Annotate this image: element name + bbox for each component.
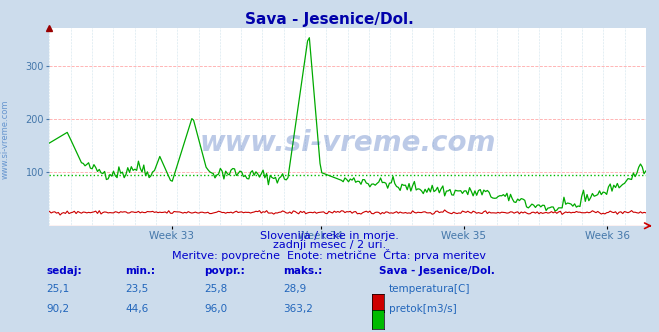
Text: maks.:: maks.:	[283, 266, 323, 276]
Text: pretok[m3/s]: pretok[m3/s]	[389, 304, 457, 314]
Text: 96,0: 96,0	[204, 304, 227, 314]
Text: 23,5: 23,5	[125, 284, 148, 294]
Text: sedaj:: sedaj:	[46, 266, 82, 276]
Text: Meritve: povprečne  Enote: metrične  Črta: prva meritev: Meritve: povprečne Enote: metrične Črta:…	[173, 249, 486, 261]
Text: www.si-vreme.com: www.si-vreme.com	[200, 129, 496, 157]
Text: www.si-vreme.com: www.si-vreme.com	[1, 100, 10, 179]
Text: 363,2: 363,2	[283, 304, 313, 314]
Text: 25,1: 25,1	[46, 284, 69, 294]
Text: povpr.:: povpr.:	[204, 266, 245, 276]
Text: temperatura[C]: temperatura[C]	[389, 284, 471, 294]
Text: 90,2: 90,2	[46, 304, 69, 314]
Text: zadnji mesec / 2 uri.: zadnji mesec / 2 uri.	[273, 240, 386, 250]
Text: 44,6: 44,6	[125, 304, 148, 314]
Text: 28,9: 28,9	[283, 284, 306, 294]
Text: Sava - Jesenice/Dol.: Sava - Jesenice/Dol.	[245, 12, 414, 27]
Text: min.:: min.:	[125, 266, 156, 276]
Text: Sava - Jesenice/Dol.: Sava - Jesenice/Dol.	[379, 266, 495, 276]
Text: 25,8: 25,8	[204, 284, 227, 294]
Text: Slovenija / reke in morje.: Slovenija / reke in morje.	[260, 231, 399, 241]
